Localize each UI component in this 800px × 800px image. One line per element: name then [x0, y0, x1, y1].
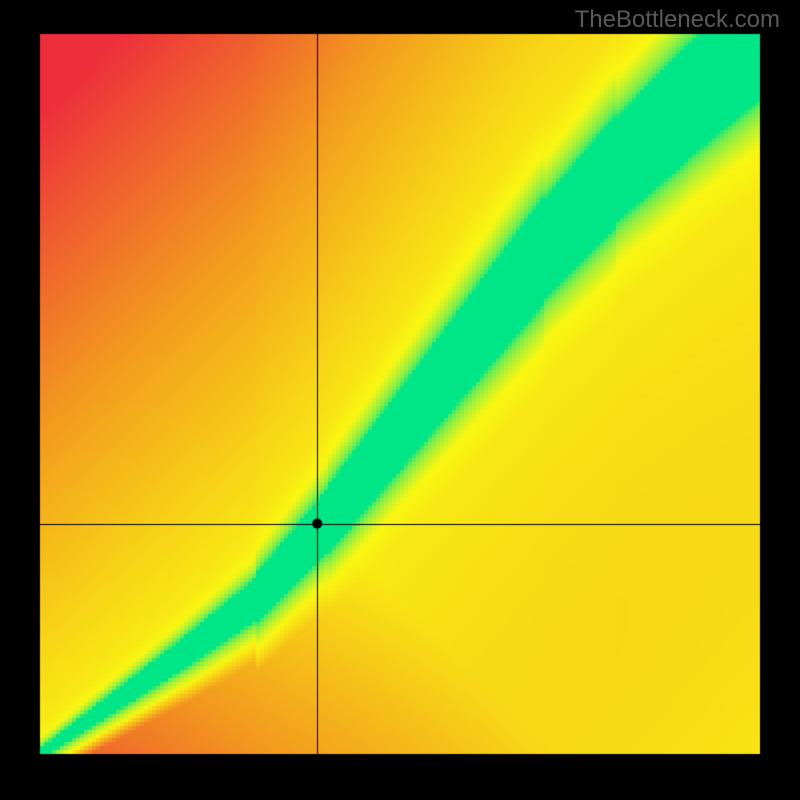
- watermark-label: TheBottleneck.com: [575, 6, 780, 34]
- bottleneck-heatmap: [0, 0, 800, 800]
